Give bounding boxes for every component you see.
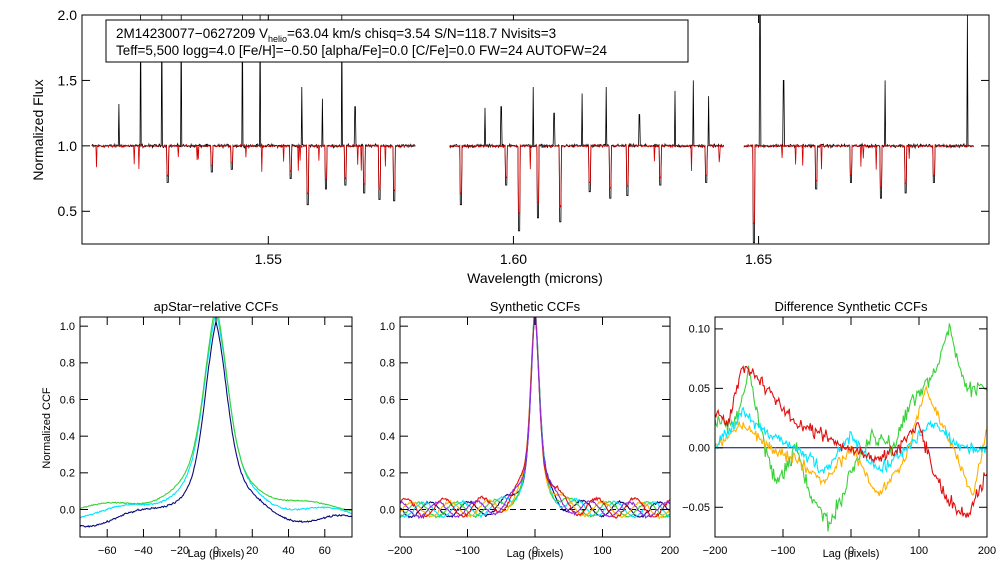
difference-ccf-ytick-label: 0.10 — [689, 324, 710, 336]
difference-ccf-plot-area — [715, 323, 987, 532]
info-line-1: 2M14230077−0627209 Vhelio=63.04 km/s chi… — [116, 26, 556, 44]
difference-ccf-series-diff-4 — [715, 365, 987, 518]
difference-ccf-xlabel: Lag (pixels) — [823, 548, 880, 560]
synthetic-ccf-xtick-label: −200 — [388, 545, 413, 557]
info-star-velocity-label: 2M14230077−0627209 V — [116, 26, 268, 41]
spectrum-ytick-label: 1.5 — [58, 72, 78, 88]
info-line-2: Teff=5,500 logg=4.0 [Fe/H]=−0.50 [alpha/… — [116, 43, 608, 58]
synthetic-ccf-series-visit-6 — [400, 317, 670, 520]
apstar-ccf-series-visit-2 — [80, 317, 352, 519]
difference-ccf-panel: Difference Synthetic CCFs −200 −100 0 100 20… — [682, 299, 996, 560]
model-spectrum-segment-3 — [743, 143, 975, 226]
synthetic-ccf-series-visit-4 — [400, 317, 670, 520]
difference-ccf-series-diff-2 — [715, 385, 987, 497]
apstar-ccf-xtick-label: −20 — [170, 545, 189, 557]
difference-ccf-title: Difference Synthetic CCFs — [775, 299, 928, 314]
difference-ccf-xtick-label: 100 — [910, 545, 928, 557]
synthetic-ccf-ytick-label: 0.4 — [380, 431, 395, 443]
synthetic-ccf-ticks: −200 −100 0 100 200 0.0 0.2 0.4 0.6 0.8 1.0 — [380, 317, 679, 557]
model-spectrum-segment-1 — [91, 143, 416, 195]
apstar-ccf-xtick-label: 60 — [319, 545, 331, 557]
synthetic-ccf-xlabel: Lag (pixels) — [507, 548, 564, 560]
apstar-ccf-xtick-label: 0 — [213, 545, 219, 557]
synthetic-ccf-xtick-label: 100 — [593, 545, 611, 557]
apstar-ccf-xtick-label: 20 — [246, 545, 258, 557]
spectrum-panel: 1.55 1.60 1.65 0.5 1.0 1.5 2.0 Wavelength (mic… — [30, 7, 990, 286]
spectrum-xtick-label: 1.60 — [500, 251, 527, 267]
apstar-ccf-ticks: −60 −40 −20 0 20 40 60 0.0 0.2 0.4 0.6 0.8 1.0 — [60, 317, 352, 557]
spectrum-ytick-label: 2.0 — [58, 7, 78, 23]
apstar-ccf-ytick-label: 0.8 — [60, 358, 75, 370]
spectrum-ticks: 1.55 1.60 1.65 0.5 1.0 1.5 2.0 — [58, 7, 989, 267]
spectrum-xtick-label: 1.55 — [255, 251, 282, 267]
model-spectrum-segment-2 — [449, 143, 725, 215]
spectrum-ytick-label: 1.0 — [58, 138, 78, 154]
synthetic-ccf-series-visit-2 — [400, 317, 670, 519]
apstar-ccf-xtick-label: 40 — [282, 545, 294, 557]
difference-ccf-ytick-label: 0.05 — [689, 383, 710, 395]
synthetic-ccf-series-visit-3 — [400, 317, 670, 519]
spectrum-xtick-label: 1.65 — [745, 251, 772, 267]
apstar-ccf-xtick-label: −40 — [134, 545, 153, 557]
apstar-ccf-ytick-label: 0.0 — [60, 504, 75, 516]
synthetic-ccf-title: Synthetic CCFs — [490, 299, 581, 314]
difference-ccf-ticks: −200 −100 0 100 200 −0.05 0.00 0.05 0.10 — [682, 317, 996, 557]
spectrum-xlabel: Wavelength (microns) — [467, 270, 603, 286]
info-stats: =63.04 km/s chisq=3.54 S/N=118.7 Nvisits… — [287, 26, 556, 41]
difference-ccf-xtick-label: 0 — [848, 545, 854, 557]
synthetic-ccf-series-visit-5 — [400, 317, 670, 520]
apstar-ccf-ytick-label: 0.4 — [60, 431, 75, 443]
synthetic-ccf-plot-area — [400, 317, 670, 520]
info-velocity-subscript: helio — [268, 34, 287, 44]
apstar-ccf-ytick-label: 0.6 — [60, 394, 75, 406]
difference-ccf-xtick-label: −100 — [771, 545, 796, 557]
synthetic-ccf-xtick-label: −100 — [455, 545, 480, 557]
synthetic-ccf-ytick-label: 0.2 — [380, 468, 395, 480]
synthetic-ccf-ytick-label: 0.0 — [380, 504, 395, 516]
synthetic-ccf-xtick-label: 200 — [661, 545, 679, 557]
apstar-ccf-xlabel: Lag (pixels) — [188, 548, 245, 560]
spectrum-axes-frame — [81, 14, 990, 245]
synthetic-ccf-ytick-label: 1.0 — [380, 321, 395, 333]
synthetic-ccf-ytick-label: 0.8 — [380, 358, 395, 370]
difference-ccf-ytick-label: 0.00 — [689, 443, 710, 455]
apstar-ccf-xtick-label: −60 — [98, 545, 117, 557]
apstar-ccf-series-visit-3 — [80, 317, 352, 512]
apstar-ccf-ytick-label: 1.0 — [60, 321, 75, 333]
synthetic-ccf-ytick-label: 0.6 — [380, 394, 395, 406]
apstar-ccf-panel: apStar−relative CCFs −60 −40 −20 0 20 40 60 0.0… — [41, 299, 353, 560]
spectrum-ylabel: Normalized Flux — [30, 79, 46, 180]
difference-ccf-xtick-label: −200 — [703, 545, 728, 557]
apstar-ccf-ylabel: Normalized CCF — [41, 387, 53, 469]
difference-ccf-series-diff-3 — [715, 406, 987, 474]
difference-ccf-xtick-label: 200 — [978, 545, 996, 557]
synthetic-ccf-xtick-label: 0 — [532, 545, 538, 557]
synthetic-ccf-series-visit-1 — [400, 317, 670, 519]
apstar-ccf-title: apStar−relative CCFs — [154, 299, 279, 314]
info-box — [105, 19, 689, 63]
synthetic-ccf-panel: Synthetic CCFs −200 −100 0 100 200 0.0 0.2 0.4 0… — [380, 299, 679, 560]
apstar-ccf-ytick-label: 0.2 — [60, 468, 75, 480]
spectrum-plot-area — [91, 15, 975, 244]
difference-ccf-ytick-label: −0.05 — [682, 502, 710, 514]
spectrum-ytick-label: 0.5 — [58, 203, 78, 219]
